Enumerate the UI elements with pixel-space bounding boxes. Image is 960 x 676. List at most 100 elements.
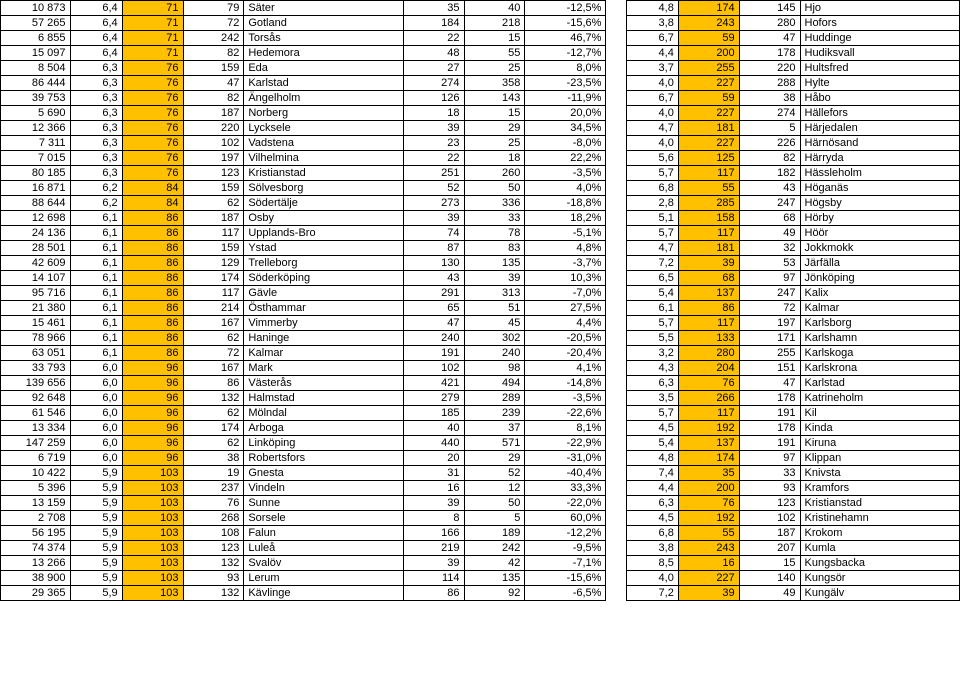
table-cell: 255	[739, 346, 800, 361]
table-cell: 3,8	[626, 541, 678, 556]
table-cell: 16 871	[1, 181, 71, 196]
table-cell: 102	[739, 511, 800, 526]
table-cell: Kävlinge	[244, 586, 403, 601]
table-cell: 185	[403, 406, 464, 421]
table-cell: -23,5%	[525, 76, 606, 91]
table-cell: 52	[464, 466, 525, 481]
table-cell: 18	[403, 106, 464, 121]
table-cell: 5	[739, 121, 800, 136]
table-cell: Sunne	[244, 496, 403, 511]
table-cell: -18,8%	[525, 196, 606, 211]
table-cell: 72	[183, 346, 244, 361]
table-cell: 5 690	[1, 106, 71, 121]
table-cell: 79	[183, 1, 244, 16]
table-row: 5 3965,9103237Vindeln161233,3%4,420093Kr…	[1, 481, 960, 496]
table-cell: 285	[678, 196, 739, 211]
spacer	[606, 571, 626, 586]
table-cell: 6,0	[70, 451, 122, 466]
table-cell: Falun	[244, 526, 403, 541]
table-cell: 8,5	[626, 556, 678, 571]
table-cell: 237	[183, 481, 244, 496]
spacer	[606, 286, 626, 301]
table-row: 39 7536,37682Ängelholm126143-11,9%6,7593…	[1, 91, 960, 106]
table-cell: 63 051	[1, 346, 71, 361]
table-cell: 47	[739, 376, 800, 391]
spacer	[606, 211, 626, 226]
table-cell: Hudiksvall	[800, 46, 960, 61]
table-cell: 38	[183, 451, 244, 466]
table-cell: 96	[122, 406, 183, 421]
table-cell: Södertälje	[244, 196, 403, 211]
table-row: 12 6986,186187Osby393318,2%5,115868Hörby	[1, 211, 960, 226]
table-cell: Halmstad	[244, 391, 403, 406]
table-cell: 159	[183, 61, 244, 76]
table-cell: 6,1	[70, 256, 122, 271]
table-cell: Västerås	[244, 376, 403, 391]
table-cell: Höganäs	[800, 181, 960, 196]
table-cell: 5,9	[70, 541, 122, 556]
table-cell: 52	[403, 181, 464, 196]
table-cell: 10 422	[1, 466, 71, 481]
table-cell: 5,7	[626, 406, 678, 421]
table-cell: 4,8%	[525, 241, 606, 256]
table-cell: 6,2	[70, 196, 122, 211]
table-cell: 86	[122, 256, 183, 271]
table-cell: 22	[403, 31, 464, 46]
table-cell: 15 097	[1, 46, 71, 61]
table-cell: 25	[464, 61, 525, 76]
table-cell: 103	[122, 466, 183, 481]
table-cell: Kristianstad	[244, 166, 403, 181]
table-cell: 200	[678, 481, 739, 496]
table-cell: 51	[464, 301, 525, 316]
table-cell: Linköping	[244, 436, 403, 451]
table-cell: 45	[464, 316, 525, 331]
spacer	[606, 241, 626, 256]
table-cell: 4,8	[626, 451, 678, 466]
table-cell: 197	[739, 316, 800, 331]
table-row: 147 2596,09662Linköping440571-22,9%5,413…	[1, 436, 960, 451]
spacer	[606, 511, 626, 526]
table-cell: 4,8	[626, 1, 678, 16]
table-cell: 55	[678, 526, 739, 541]
table-cell: 6,4	[70, 46, 122, 61]
table-cell: 4,7	[626, 121, 678, 136]
table-cell: 242	[464, 541, 525, 556]
table-cell: 13 334	[1, 421, 71, 436]
table-cell: 12 698	[1, 211, 71, 226]
table-cell: -20,4%	[525, 346, 606, 361]
table-cell: 6,3	[626, 496, 678, 511]
table-cell: 86 444	[1, 76, 71, 91]
table-cell: 133	[678, 331, 739, 346]
table-cell: 76	[183, 496, 244, 511]
table-cell: 38	[739, 91, 800, 106]
table-cell: Järfälla	[800, 256, 960, 271]
table-cell: 4,3	[626, 361, 678, 376]
table-cell: -3,5%	[525, 391, 606, 406]
table-cell: 174	[678, 451, 739, 466]
table-cell: -12,7%	[525, 46, 606, 61]
spacer	[606, 46, 626, 61]
table-cell: 37	[464, 421, 525, 436]
table-cell: 6,3	[70, 76, 122, 91]
table-cell: 159	[183, 241, 244, 256]
table-cell: 13 159	[1, 496, 71, 511]
table-cell: 135	[464, 256, 525, 271]
table-cell: 6,3	[70, 151, 122, 166]
table-cell: 6,5	[626, 271, 678, 286]
table-cell: 97	[739, 451, 800, 466]
table-cell: 15	[739, 556, 800, 571]
table-cell: Norberg	[244, 106, 403, 121]
spacer	[606, 91, 626, 106]
data-table: 10 8736,47179Säter3540-12,5%4,8174145Hjo…	[0, 0, 960, 601]
table-cell: Karlskoga	[800, 346, 960, 361]
table-cell: 88 644	[1, 196, 71, 211]
table-cell: Kil	[800, 406, 960, 421]
table-cell: 76	[678, 496, 739, 511]
table-cell: 42 609	[1, 256, 71, 271]
table-cell: 6 719	[1, 451, 71, 466]
table-cell: 178	[739, 46, 800, 61]
table-cell: -8,0%	[525, 136, 606, 151]
table-cell: 5,7	[626, 226, 678, 241]
table-cell: 3,7	[626, 61, 678, 76]
table-cell: 71	[122, 1, 183, 16]
